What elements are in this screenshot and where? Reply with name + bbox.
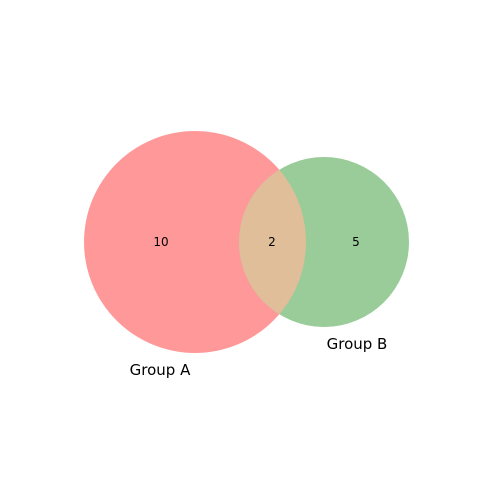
group-b-only-count: 5 xyxy=(352,235,360,249)
group-a-circle xyxy=(84,131,306,353)
group-a-label: Group A xyxy=(130,361,191,379)
group-b-label: Group B xyxy=(327,335,388,353)
intersection-region xyxy=(239,157,306,327)
group-a-only-count: 10 xyxy=(153,235,168,249)
intersection-count: 2 xyxy=(268,235,276,249)
